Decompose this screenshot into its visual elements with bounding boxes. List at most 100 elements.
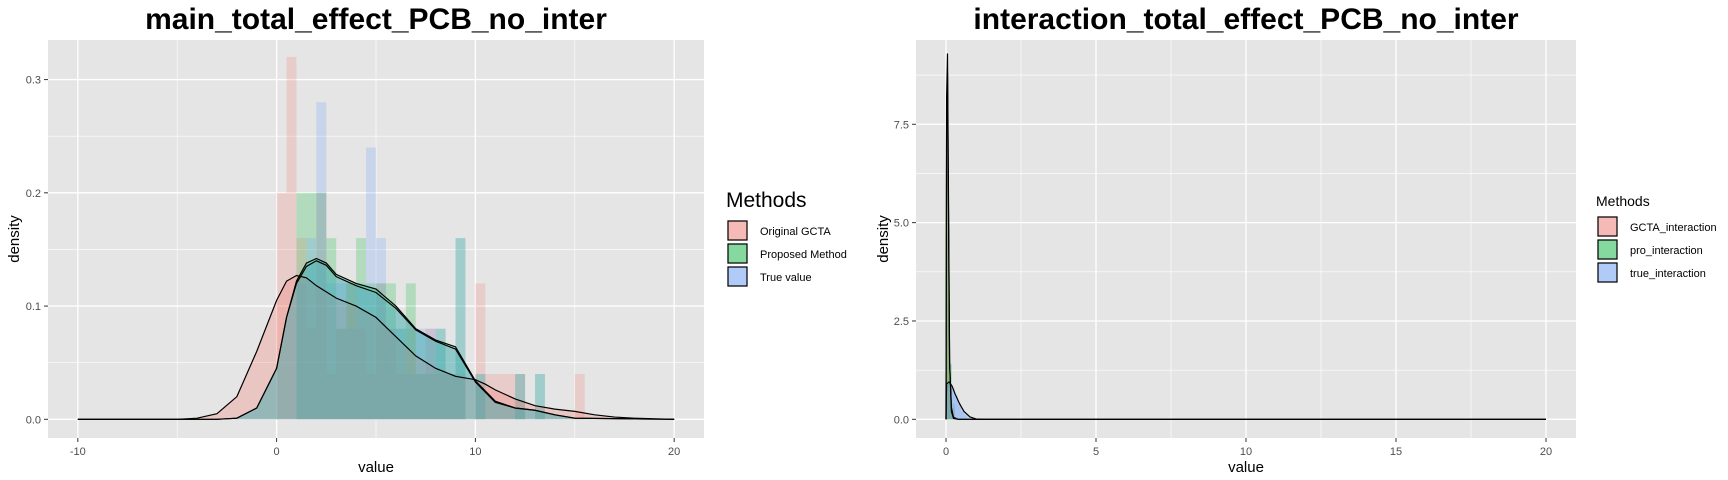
histogram-bar-red (326, 374, 337, 420)
y-tick-label: 0.3 (26, 75, 41, 87)
histogram-bar-red (346, 283, 357, 420)
histogram-bar-green (515, 374, 526, 420)
histogram-bar-red (405, 328, 416, 420)
legend-key-background (727, 220, 748, 241)
histogram-bar-red (296, 238, 307, 420)
histogram-bar-red (395, 374, 406, 420)
histogram-bar-blue (405, 374, 416, 420)
histogram-bar-blue (356, 283, 367, 420)
x-tick-label: 10 (1240, 446, 1252, 458)
legend-key-blue (727, 266, 748, 287)
y-tick-label: 7.5 (894, 119, 909, 131)
histogram-bar-red (356, 328, 367, 420)
y-axis-title: density (875, 215, 892, 263)
histogram-bar-green (366, 283, 376, 420)
histogram-bar-green (326, 238, 337, 420)
y-tick-label: 0.2 (26, 188, 41, 200)
y-tick-label: 0.1 (26, 301, 41, 313)
histogram-bar-red (952, 407, 955, 420)
histogram-bar-red (574, 374, 585, 420)
density-line-green (945, 73, 1546, 420)
chart-panel-2: 0 5 10 15 20 0.0 2.5 5.0 7.5 interaction_total_ef… (875, 3, 1717, 476)
x-tick-label: 15 (1390, 446, 1402, 458)
y-axis-title: density (6, 215, 23, 263)
legend-label: True value (760, 272, 812, 284)
histogram-bar-green (425, 374, 436, 420)
legend-key-green (727, 243, 748, 264)
histogram-bar-blue (946, 383, 949, 420)
histogram-bar-red (455, 374, 466, 420)
histogram-bar-green (952, 403, 955, 420)
legend-label: Proposed Method (760, 249, 847, 261)
histogram-bar-red (949, 387, 952, 420)
histogram-bar-green (535, 374, 545, 420)
histogram-bar-red (515, 374, 526, 420)
histogram-bar-red (495, 374, 506, 420)
legend-label: true_interaction (1630, 268, 1706, 280)
histogram-bar-blue (296, 283, 307, 420)
x-tick-label: 20 (1540, 446, 1552, 458)
histogram-bar-red (336, 328, 347, 420)
x-axis-title: value (358, 459, 394, 476)
histogram-bar-blue (395, 328, 406, 420)
x-tick-label: -10 (70, 446, 86, 458)
histogram-bar-red (415, 374, 426, 420)
legend-key-green (1597, 239, 1618, 260)
legend-title: Methods (726, 189, 807, 212)
density-line-blue (77, 260, 675, 420)
histogram-bar-blue (445, 374, 456, 420)
histogram-bar-blue (425, 328, 436, 420)
histogram-bar-red (435, 374, 446, 420)
histogram-bar-red (385, 328, 396, 420)
x-tick-label: 0 (274, 446, 280, 458)
histogram-bar-green (356, 238, 367, 420)
histogram-bar-green (336, 328, 347, 420)
histogram-bar-blue (415, 328, 426, 420)
histogram-bar-red (286, 56, 297, 420)
histogram-bar-green (415, 374, 426, 420)
x-tick-label: 5 (1093, 446, 1099, 458)
histogram-bar-red (445, 374, 456, 420)
legend-key-background (727, 266, 748, 287)
legend-key-red (727, 220, 748, 241)
histogram-bar-green (435, 328, 446, 420)
legend: Methods Original GCTA Proposed Method True … (726, 189, 847, 287)
histogram-bar-green (306, 192, 317, 420)
x-tick-label: 20 (668, 446, 680, 458)
legend-key-background (727, 243, 748, 264)
histogram-bar-blue (952, 387, 955, 420)
y-tick-label: 5.0 (894, 218, 909, 230)
histogram-bar-blue (435, 328, 446, 420)
density-line-blue (945, 381, 1546, 420)
histogram-bar-blue (955, 395, 958, 420)
chart-title: interaction_total_effect_PCB_no_inter (973, 3, 1518, 36)
histogram-bar-blue (346, 328, 357, 420)
x-axis-title: value (1228, 459, 1264, 476)
histogram-bar-blue (385, 328, 396, 420)
density-line-red (77, 274, 675, 420)
legend-label: Original GCTA (760, 226, 831, 238)
legend-title: Methods (1596, 193, 1650, 209)
histogram-bar-blue (475, 374, 486, 420)
legend-label: pro_interaction (1630, 245, 1703, 257)
histogram-bar-blue (535, 374, 545, 420)
legend-key-blue (1597, 262, 1618, 283)
legend-key-red (1597, 216, 1618, 237)
x-tick-label: 10 (469, 446, 481, 458)
histogram-bar-blue (366, 147, 376, 420)
histogram-bar-blue (336, 283, 347, 420)
legend-key-background (1597, 216, 1618, 237)
histogram-bar-blue (306, 238, 317, 420)
histogram-bar-green (395, 328, 406, 420)
histogram-bar-green (946, 183, 949, 420)
density-area-red (77, 275, 675, 420)
histogram-bar-blue (958, 403, 961, 420)
density-area-green (77, 258, 675, 420)
histogram-bar-green (455, 238, 466, 420)
histogram-bar-red (306, 328, 317, 420)
histogram-bar-red (376, 283, 386, 420)
histogram-bar-red (316, 192, 327, 420)
histogram-bar-green (346, 283, 357, 420)
